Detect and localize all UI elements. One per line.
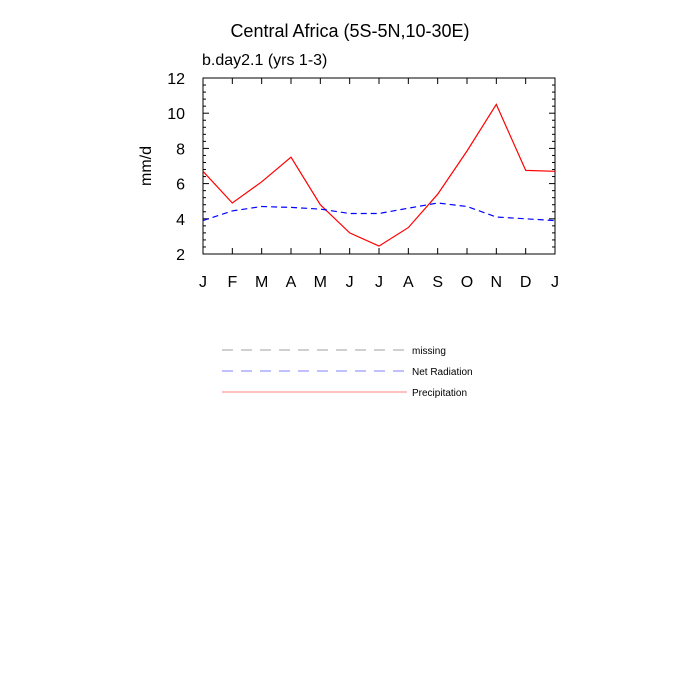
chart-subtitle: b.day2.1 (yrs 1-3) [202,52,327,69]
x-tick-label: D [520,274,532,291]
x-tick-label: J [551,274,559,291]
x-tick-label: N [491,274,503,291]
y-tick-label: 2 [176,247,185,264]
x-tick-label: S [432,274,443,291]
legend: missing Net Radiation Precipitation [222,346,473,399]
x-tick-label: M [255,274,268,291]
legend-label: missing [412,346,446,357]
y-tick-label: 6 [176,177,185,194]
plot-frame [202,77,556,255]
x-tick-label: J [375,274,383,291]
y-tick-label: 8 [176,141,185,158]
x-tick-label: A [403,274,414,291]
series-line-net-radiation [202,202,556,222]
x-tick-label: M [314,274,327,291]
x-tick-label: A [286,274,297,291]
y-axis-label: mm/d [138,146,155,186]
y-tick-label: 10 [167,106,185,123]
series-line-precipitation [202,103,556,247]
y-tick-label: 12 [167,71,185,88]
legend-label: Net Radiation [412,367,473,378]
x-tick-label: J [199,274,207,291]
x-tick-label: O [461,274,473,291]
y-tick-label: 4 [176,212,185,229]
series-lines [202,103,556,247]
legend-label: Precipitation [412,388,467,399]
x-tick-label: F [227,274,237,291]
x-tick-label: J [346,274,354,291]
chart-title: Central Africa (5S-5N,10-30E) [230,21,469,41]
